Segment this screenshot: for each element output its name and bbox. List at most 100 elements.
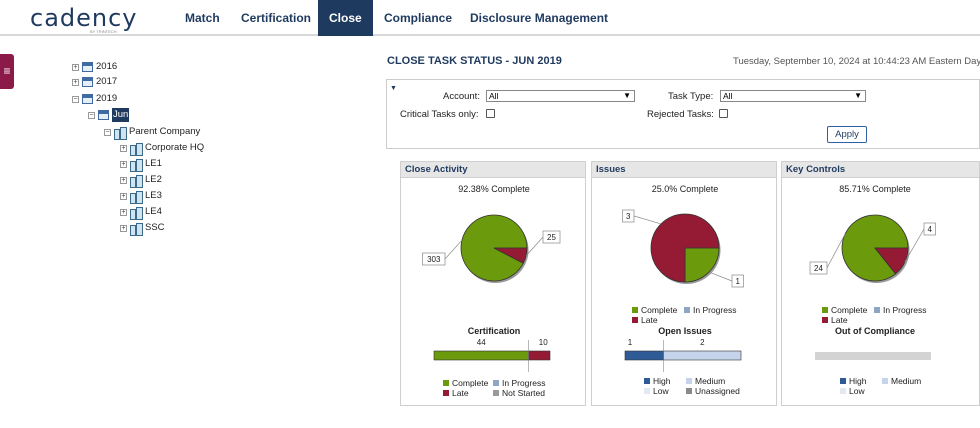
- account-label: Account:: [443, 91, 480, 102]
- expand-icon[interactable]: +: [120, 176, 127, 184]
- tree-item-label: LE1: [145, 158, 162, 169]
- tree-item-le3[interactable]: + LE3: [120, 189, 162, 204]
- legend-label: Unassigned: [695, 386, 740, 396]
- legend-label: Complete: [641, 305, 678, 315]
- tree-item-le1[interactable]: + LE1: [120, 157, 162, 172]
- account-select-value: All: [489, 91, 499, 101]
- legend-label: Late: [452, 388, 469, 398]
- calendar-icon: [82, 62, 93, 72]
- open-issues-bar-label: 2: [700, 338, 705, 347]
- critical-tasks-label: Critical Tasks only:: [400, 109, 479, 120]
- apply-button[interactable]: Apply: [827, 126, 867, 143]
- legend-label: High: [849, 376, 867, 386]
- panel-title: Close Activity: [401, 162, 585, 178]
- top-navigation: cadency BY TRINTECH Match Certification …: [0, 0, 980, 36]
- complete-percentage: 85.71% Complete: [839, 184, 911, 194]
- out-of-compliance-bar-empty: [815, 352, 931, 360]
- legend-swatch: [632, 317, 638, 323]
- tree-item-le2[interactable]: + LE2: [120, 173, 162, 188]
- legend-swatch: [493, 390, 499, 396]
- callout-box: [422, 252, 446, 266]
- expand-icon[interactable]: +: [72, 63, 79, 71]
- expand-icon[interactable]: +: [120, 144, 127, 152]
- nav-tab-certification[interactable]: Certification: [241, 11, 312, 25]
- key-controls-chart: 85.71% Complete 24 4 Complete In Progress Lat…: [809, 184, 936, 396]
- expand-icon[interactable]: +: [72, 78, 79, 86]
- tree-item-label: 2017: [96, 76, 118, 87]
- tree-item-le4[interactable]: + LE4: [120, 205, 162, 220]
- legend-label: Complete: [831, 305, 868, 315]
- entity-icon: [130, 158, 143, 172]
- legend-label: Medium: [891, 376, 921, 386]
- issues-panel: Issues 25.0% Complete 1 3 Complete In Progre…: [591, 161, 777, 406]
- key-controls-panel: Key Controls 85.71% Complete 24 4 Complete I…: [781, 161, 980, 406]
- tree-item-label: LE2: [145, 174, 162, 185]
- open-issues-bar-high: [624, 350, 664, 361]
- pie-data-label: 1: [736, 277, 741, 286]
- legend-swatch: [822, 317, 828, 323]
- open-issues-bar-label: 1: [628, 338, 633, 347]
- tree-item-2016[interactable]: +2016: [72, 60, 117, 74]
- callout-box: [542, 230, 561, 244]
- calendar-icon: [82, 94, 93, 104]
- rejected-tasks-checkbox[interactable]: [719, 109, 728, 118]
- complete-percentage: 25.0% Complete: [652, 184, 719, 194]
- legend-swatch: [684, 307, 690, 313]
- legend-swatch: [443, 380, 449, 386]
- callout-box: [809, 261, 828, 275]
- callout-box: [923, 222, 936, 236]
- callout-line: [633, 215, 662, 225]
- task-type-select-value: All: [723, 91, 733, 101]
- legend-swatch: [874, 307, 880, 313]
- collapse-icon[interactable]: −: [104, 128, 111, 136]
- tree-item-label: LE3: [145, 190, 162, 201]
- nav-tab-match[interactable]: Match: [185, 11, 220, 25]
- legend-swatch: [632, 307, 638, 313]
- tree-item-parent-company[interactable]: − Parent Company: [104, 125, 200, 140]
- nav-tab-disclosure-management[interactable]: Disclosure Management: [470, 11, 609, 25]
- tree-item-2019[interactable]: − 2019: [72, 92, 117, 106]
- tree-item-corporate-hq[interactable]: + Corporate HQ: [120, 141, 204, 156]
- expand-icon[interactable]: +: [120, 192, 127, 200]
- panel-title: Key Controls: [782, 162, 979, 178]
- expand-icon[interactable]: +: [120, 208, 127, 216]
- filter-panel: ▼ Account: All ▼ Task Type: All ▼ Critical…: [386, 79, 980, 149]
- collapse-icon[interactable]: −: [72, 95, 79, 103]
- entity-icon: [130, 206, 143, 220]
- callout-line: [708, 271, 733, 282]
- critical-tasks-checkbox[interactable]: [486, 109, 495, 118]
- legend-label: High: [653, 376, 671, 386]
- callout-box: [622, 209, 635, 223]
- complete-percentage: 92.38% Complete: [458, 184, 530, 194]
- close-activity-chart: 92.38% Complete 303 25 Certification 44 10 Com…: [422, 184, 561, 398]
- account-select[interactable]: All ▼: [486, 90, 635, 102]
- collapse-icon[interactable]: −: [88, 111, 95, 119]
- task-type-select[interactable]: All ▼: [720, 90, 866, 102]
- certification-bar-label: 44: [477, 338, 486, 347]
- legend-swatch: [822, 307, 828, 313]
- pie-slice-late: [650, 213, 720, 283]
- nav-tab-compliance[interactable]: Compliance: [384, 11, 453, 25]
- callout-box: [731, 274, 744, 288]
- tree-item-jun[interactable]: − Jun: [88, 108, 130, 122]
- certification-bar-label: 10: [539, 338, 548, 347]
- legend-label: Late: [641, 315, 658, 325]
- logo-subtitle: BY TRINTECH: [90, 29, 117, 34]
- tree-item-label: SSC: [145, 222, 165, 233]
- expand-icon[interactable]: +: [120, 224, 127, 232]
- side-menu-toggle[interactable]: ≡: [0, 54, 14, 89]
- cadency-logo[interactable]: cadency BY TRINTECH: [30, 4, 140, 34]
- collapse-triangle-icon[interactable]: ▼: [390, 85, 397, 92]
- chevron-down-icon: ▼: [623, 91, 631, 100]
- tree-item-ssc[interactable]: + SSC: [120, 221, 165, 236]
- entity-icon: [130, 142, 143, 156]
- callout-line: [826, 233, 846, 269]
- tree-item-label: 2019: [96, 93, 118, 104]
- page-title: CLOSE TASK STATUS - JUN 2019: [387, 55, 562, 67]
- legend-swatch: [644, 388, 650, 394]
- open-issues-bar-medium: [663, 350, 742, 361]
- legend-label: Complete: [452, 378, 489, 388]
- nav-tab-close[interactable]: Close: [318, 0, 373, 36]
- tree-item-2017[interactable]: +2017: [72, 75, 117, 89]
- expand-icon[interactable]: +: [120, 160, 127, 168]
